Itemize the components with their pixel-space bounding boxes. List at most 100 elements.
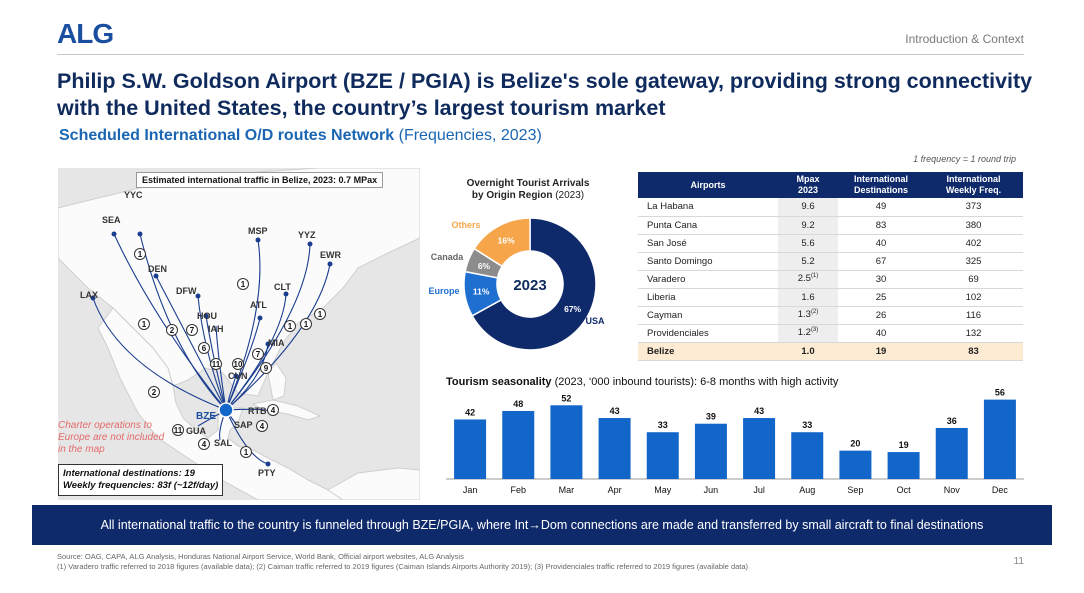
cell-mpax: 5.2: [778, 252, 838, 271]
cell-airport: Varadero: [638, 270, 778, 289]
cell-weekly-freq-value: 402: [965, 237, 982, 249]
cell-mpax: 2.5(1): [778, 270, 838, 289]
table-total-row: Belize 1.0 19 83: [638, 342, 1023, 361]
route-map: Estimated international traffic in Beliz…: [58, 168, 420, 500]
city-label: MIA: [268, 338, 285, 348]
bar-chart-title: Tourism seasonality (2023, ‘000 inbound …: [446, 376, 838, 388]
city-label: EWR: [320, 250, 341, 260]
bar-value-label: 33: [658, 420, 668, 430]
bar-nov: [935, 427, 968, 479]
x-tick-label: Aug: [799, 485, 815, 495]
cell-airport: Liberia: [638, 288, 778, 307]
donut-value-label: 67%: [564, 304, 581, 314]
cell-airport: Punta Cana: [638, 216, 778, 235]
bar-mar: [550, 405, 583, 479]
bar-title-bold: Tourism seasonality: [446, 376, 552, 388]
cell-weekly-freq-value: 116: [965, 309, 982, 321]
freq-marker: 2: [148, 386, 160, 398]
page-number: 11: [1013, 556, 1024, 567]
freq-marker: 6: [198, 342, 210, 354]
city-label: ATL: [250, 300, 267, 310]
cell-airport: Santo Domingo: [638, 252, 778, 271]
bar-sep: [839, 450, 872, 479]
cell-airport-value: Liberia: [647, 291, 676, 303]
cell-mpax: 9.6: [778, 198, 838, 217]
cell-weekly-freq-value: 102: [965, 291, 982, 303]
bar-value-label: 43: [610, 406, 620, 416]
col-destinations: International Destinations: [838, 172, 924, 198]
bar-dec: [983, 399, 1016, 479]
cell-destinations-value: 26: [875, 309, 887, 321]
cell-mpax: 1.0: [778, 342, 838, 361]
source-line: Source: OAG, CAPA, ALG Analysis, Hondura…: [57, 552, 464, 561]
donut-title-year: (2023): [552, 190, 585, 201]
route-lines: [92, 233, 331, 465]
x-tick-label: Mar: [559, 485, 575, 495]
cell-mpax-value: 5.6: [801, 237, 815, 249]
cell-mpax-value: 1.3: [797, 309, 811, 321]
cell-mpax-value: 2.5: [797, 273, 811, 285]
south-america-land: [327, 467, 420, 500]
bar-value-label: 42: [465, 407, 475, 417]
cell-weekly-freq: 402: [924, 234, 1023, 253]
city-label: SAL: [214, 438, 232, 448]
intl-frequencies: Weekly frequencies: 83f (~12f/day): [63, 480, 219, 491]
bar-jul: [743, 418, 776, 479]
bze-hub: [218, 402, 234, 418]
table-row: Varadero 2.5(1) 30 69: [638, 270, 1023, 289]
charter-note: Charter operations to Europe are not inc…: [58, 420, 165, 455]
cell-destinations: 67: [838, 252, 924, 271]
cell-mpax-value: 1.0: [801, 345, 815, 357]
cell-weekly-freq: 102: [924, 288, 1023, 307]
footnote-ref: (1): [810, 273, 819, 280]
cell-destinations-value: 40: [875, 237, 887, 249]
intl-summary-box: International destinations: 19 Weekly fr…: [58, 464, 224, 496]
cell-weekly-freq: 83: [924, 342, 1023, 361]
x-tick-label: Jul: [753, 485, 765, 495]
donut-title-line1: Overnight Tourist Arrivals: [466, 178, 590, 189]
bar-value-label: 36: [947, 416, 957, 426]
freq-marker: 1: [134, 248, 146, 260]
cell-destinations: 25: [838, 288, 924, 307]
bar-value-label: 39: [706, 412, 716, 422]
x-tick-label: Apr: [608, 485, 622, 495]
cell-mpax-value: 9.2: [801, 219, 815, 231]
donut-value-label: 11%: [473, 287, 490, 297]
map-caption: Estimated international traffic in Beliz…: [136, 172, 384, 188]
table-row: San José 5.6 40 402: [638, 234, 1023, 253]
x-tick-label: May: [654, 485, 672, 495]
bar-title-rest: (2023, ‘000 inbound tourists): 6-8 month…: [551, 376, 839, 388]
cell-weekly-freq-value: 132: [965, 327, 982, 339]
freq-marker: 4: [256, 420, 268, 432]
cell-mpax: 9.2: [778, 216, 838, 235]
cell-destinations-value: 25: [875, 291, 887, 303]
cell-destinations-value: 40: [875, 327, 887, 339]
cell-airport: Providenciales: [638, 324, 778, 343]
cell-destinations-value: 67: [875, 255, 887, 267]
cell-destinations: 49: [838, 198, 924, 217]
cell-destinations: 83: [838, 216, 924, 235]
city-label: YYZ: [298, 230, 316, 240]
bar-oct: [887, 452, 920, 479]
cell-mpax: 5.6: [778, 234, 838, 253]
hub-label: BZE: [196, 411, 216, 422]
cell-airport-value: Providenciales: [647, 327, 709, 339]
freq-marker: 4: [267, 404, 279, 416]
bar-value-label: 33: [802, 420, 812, 430]
cell-weekly-freq: 69: [924, 270, 1023, 289]
bar-value-label: 48: [513, 399, 523, 409]
cell-airport: Belize: [638, 342, 778, 361]
subtitle-rest: (Frequencies, 2023): [394, 127, 542, 144]
donut-slice-usa: [471, 217, 597, 351]
cell-mpax-value: 9.6: [801, 201, 815, 213]
footnote-line: (1) Varadero traffic referred to 2018 fi…: [57, 561, 749, 571]
donut-category-label: Europe: [428, 286, 459, 296]
freq-marker: 11: [210, 358, 222, 370]
donut-title-line2: by Origin Region (2023): [430, 190, 626, 202]
table-row: Liberia 1.6 25 102: [638, 288, 1023, 307]
table-row: Cayman 1.3(2) 26 116: [638, 306, 1023, 325]
cell-airport: Cayman: [638, 306, 778, 325]
cell-destinations-value: 83: [875, 219, 887, 231]
bar-may: [646, 432, 679, 479]
freq-marker: 1: [138, 318, 150, 330]
